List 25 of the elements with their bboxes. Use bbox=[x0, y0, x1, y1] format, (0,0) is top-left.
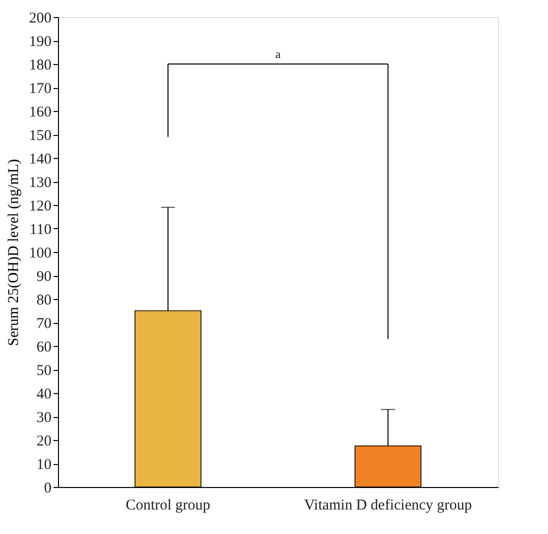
y-tick-label: 0 bbox=[44, 480, 52, 496]
y-tick-label: 110 bbox=[30, 222, 52, 238]
x-tick-label: Control group bbox=[126, 498, 210, 514]
y-tick-label: 30 bbox=[36, 410, 52, 426]
x-tick-label: Vitamin D deficiency group bbox=[304, 498, 472, 514]
annotation: a bbox=[275, 47, 282, 61]
y-tick-label: 150 bbox=[29, 128, 52, 144]
y-tick-label: 130 bbox=[29, 175, 52, 191]
y-tick-label: 50 bbox=[36, 363, 52, 379]
y-axis-title: Serum 25(OH)D level (ng/mL) bbox=[6, 158, 22, 346]
y-tick-label: 190 bbox=[29, 34, 52, 50]
y-tick-label: 120 bbox=[29, 198, 52, 214]
y-tick-label: 10 bbox=[36, 457, 52, 473]
y-tick-label: 40 bbox=[36, 386, 52, 402]
y-tick-label: 180 bbox=[29, 58, 52, 74]
y-tick-label: 170 bbox=[29, 81, 52, 97]
y-tick-label: 160 bbox=[29, 104, 52, 120]
y-tick-label: 200 bbox=[29, 10, 52, 26]
y-tick-label: 60 bbox=[36, 340, 52, 356]
y-tick-label: 140 bbox=[29, 152, 52, 168]
y-tick-label: 100 bbox=[29, 246, 52, 262]
y-tick-label: 80 bbox=[36, 292, 52, 308]
y-tick-label: 70 bbox=[36, 316, 52, 332]
y-tick-label: 90 bbox=[36, 269, 52, 285]
y-tick-label: 20 bbox=[36, 434, 52, 450]
